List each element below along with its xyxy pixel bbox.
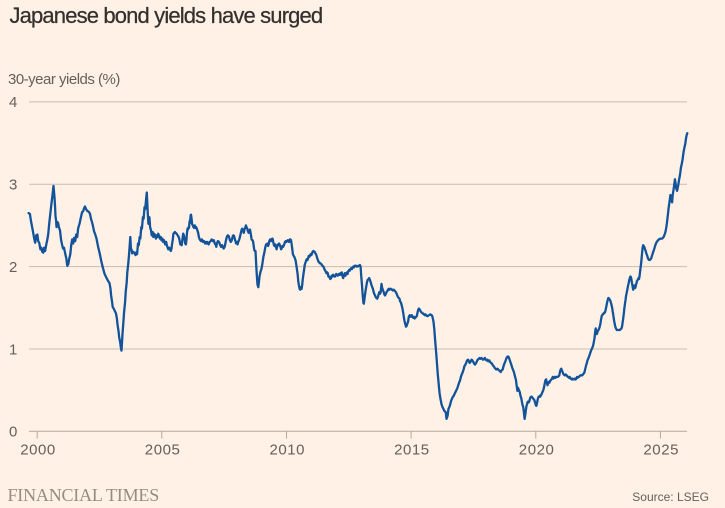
svg-text:2: 2 [9, 259, 17, 276]
svg-text:0: 0 [9, 424, 17, 441]
svg-text:1: 1 [9, 341, 17, 358]
svg-text:2015: 2015 [394, 441, 430, 458]
svg-text:4: 4 [9, 94, 17, 111]
svg-text:2020: 2020 [519, 441, 555, 458]
svg-text:2025: 2025 [643, 441, 679, 458]
svg-text:3: 3 [9, 177, 17, 194]
svg-text:2010: 2010 [270, 441, 306, 458]
svg-text:2000: 2000 [20, 441, 56, 458]
svg-text:2005: 2005 [145, 441, 181, 458]
